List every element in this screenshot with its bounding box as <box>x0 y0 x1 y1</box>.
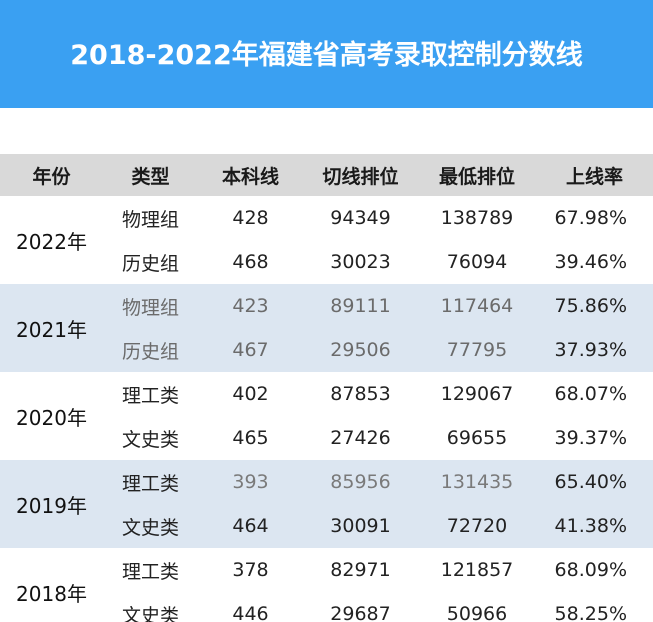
table-row: 文史类 464 30091 72720 41.38% <box>0 504 653 548</box>
year-cell: 2021年 <box>0 284 103 372</box>
type-cell: 文史类 <box>103 504 198 548</box>
min-rank-cell: 117464 <box>418 284 536 328</box>
min-rank-cell: 50966 <box>418 592 536 622</box>
rate-cell: 41.38% <box>536 504 653 548</box>
year-cell: 2018年 <box>0 548 103 622</box>
header-rate: 上线率 <box>536 154 653 196</box>
cutoff-rank-cell: 27426 <box>303 416 418 460</box>
cutoff-rank-cell: 85956 <box>303 460 418 504</box>
year-cell: 2019年 <box>0 460 103 548</box>
rate-cell: 58.25% <box>536 592 653 622</box>
table-row: 2021年 物理组 423 89111 117464 75.86% <box>0 284 653 372</box>
score-cell: 423 <box>198 284 303 328</box>
table-row: 历史组 468 30023 76094 39.46% <box>0 240 653 284</box>
page-title: 2018-2022年福建省高考录取控制分数线 <box>70 39 583 71</box>
type-cell: 理工类 <box>103 372 198 416</box>
min-rank-cell: 72720 <box>418 504 536 548</box>
min-rank-cell: 131435 <box>418 460 536 504</box>
min-rank-cell: 76094 <box>418 240 536 284</box>
type-cell: 物理组 <box>103 196 198 240</box>
score-cell: 428 <box>198 196 303 240</box>
score-cell: 468 <box>198 240 303 284</box>
type-cell: 历史组 <box>103 328 198 372</box>
table-row: 2018年 理工类 378 82971 121857 68.09% <box>0 548 653 622</box>
cutoff-rank-cell: 29506 <box>303 328 418 372</box>
rate-cell: 67.98% <box>536 196 653 240</box>
cutoff-rank-cell: 30023 <box>303 240 418 284</box>
rate-cell: 65.40% <box>536 460 653 504</box>
min-rank-cell: 129067 <box>418 372 536 416</box>
header-year: 年份 <box>0 154 103 196</box>
type-cell: 文史类 <box>103 592 198 622</box>
header-score: 本科线 <box>198 154 303 196</box>
min-rank-cell: 121857 <box>418 548 536 592</box>
score-cell: 465 <box>198 416 303 460</box>
year-cell: 2022年 <box>0 196 103 284</box>
type-cell: 理工类 <box>103 460 198 504</box>
cutoff-rank-cell: 82971 <box>303 548 418 592</box>
rate-cell: 39.37% <box>536 416 653 460</box>
cutoff-rank-cell: 94349 <box>303 196 418 240</box>
type-cell: 文史类 <box>103 416 198 460</box>
min-rank-cell: 77795 <box>418 328 536 372</box>
score-table: 年份 类型 本科线 切线排位 最低排位 上线率 2022年 物理组 428 94… <box>0 154 653 622</box>
table-row: 2019年 理工类 393 85956 131435 65.40% <box>0 460 653 548</box>
rate-cell: 75.86% <box>536 284 653 328</box>
score-cell: 467 <box>198 328 303 372</box>
header-cutoff-rank: 切线排位 <box>303 154 418 196</box>
header-row: 年份 类型 本科线 切线排位 最低排位 上线率 <box>0 154 653 196</box>
table-row: 2020年 理工类 402 87853 129067 68.07% <box>0 372 653 460</box>
min-rank-cell: 138789 <box>418 196 536 240</box>
rate-cell: 68.09% <box>536 548 653 592</box>
rate-cell: 68.07% <box>536 372 653 416</box>
rate-cell: 37.93% <box>536 328 653 372</box>
type-cell: 历史组 <box>103 240 198 284</box>
table-row: 文史类 446 29687 50966 58.25% <box>0 592 653 622</box>
title-banner: 2018-2022年福建省高考录取控制分数线 <box>0 0 653 108</box>
cutoff-rank-cell: 30091 <box>303 504 418 548</box>
score-cell: 446 <box>198 592 303 622</box>
score-cell: 393 <box>198 460 303 504</box>
cutoff-rank-cell: 89111 <box>303 284 418 328</box>
rate-cell: 39.46% <box>536 240 653 284</box>
cutoff-rank-cell: 87853 <box>303 372 418 416</box>
min-rank-cell: 69655 <box>418 416 536 460</box>
score-cell: 378 <box>198 548 303 592</box>
header-type: 类型 <box>103 154 198 196</box>
table-row: 历史组 467 29506 77795 37.93% <box>0 328 653 372</box>
type-cell: 物理组 <box>103 284 198 328</box>
table-row: 2022年 物理组 428 94349 138789 67.98% <box>0 196 653 284</box>
score-cell: 464 <box>198 504 303 548</box>
header-min-rank: 最低排位 <box>418 154 536 196</box>
spacer <box>0 108 653 154</box>
table-row: 文史类 465 27426 69655 39.37% <box>0 416 653 460</box>
year-cell: 2020年 <box>0 372 103 460</box>
cutoff-rank-cell: 29687 <box>303 592 418 622</box>
type-cell: 理工类 <box>103 548 198 592</box>
score-cell: 402 <box>198 372 303 416</box>
